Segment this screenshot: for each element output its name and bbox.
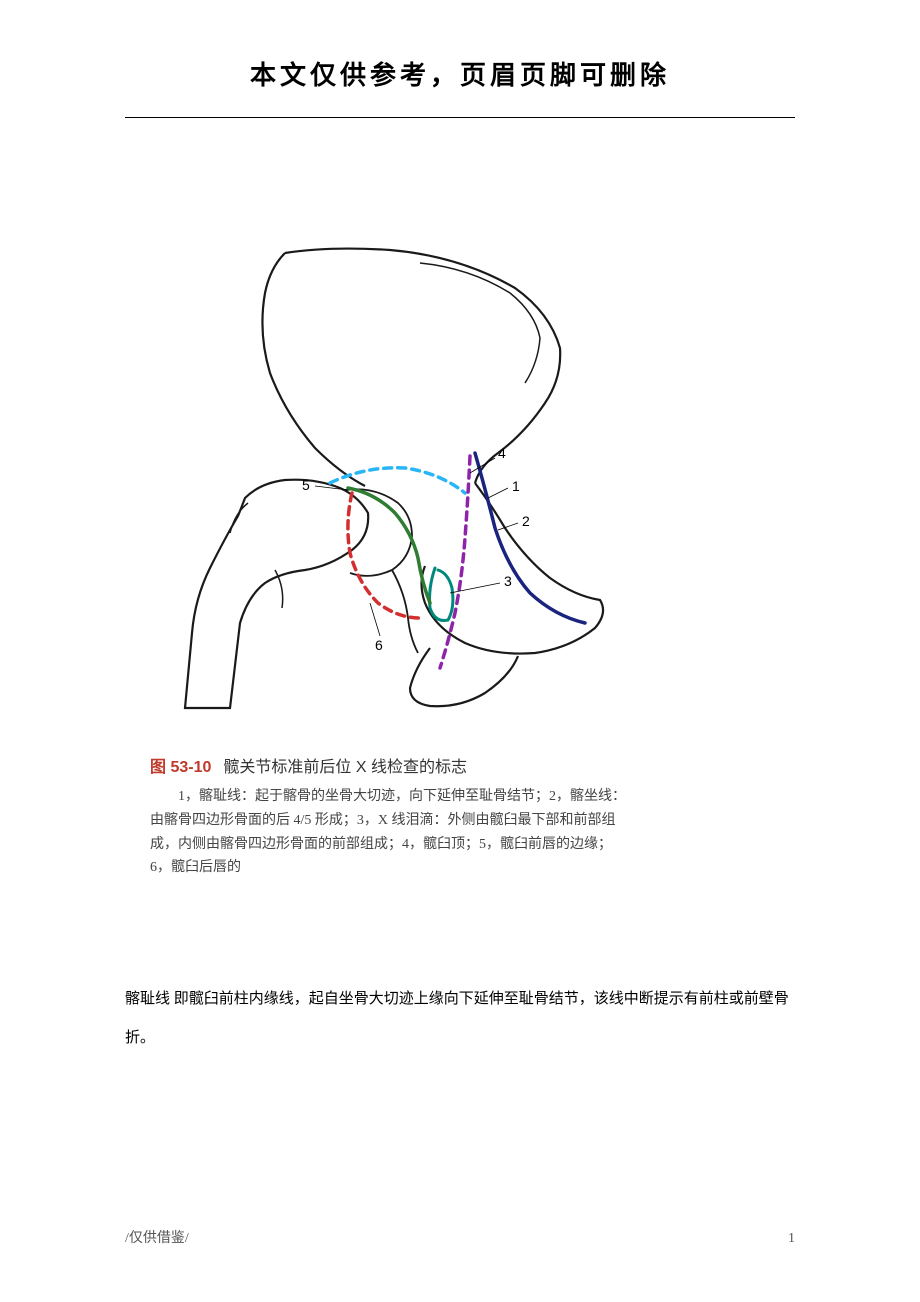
label-6: 6	[375, 637, 383, 653]
label-1: 1	[512, 478, 520, 494]
leader-1	[488, 488, 508, 498]
ilium-medial-outline	[262, 253, 365, 486]
leader-5	[315, 486, 348, 490]
leader-2	[498, 523, 518, 530]
header-text: 本文仅供参考，页眉页脚可删除	[250, 61, 670, 90]
figure-container: 5 4 1 2 3 6 图 53-10 髋关节标准前后位 X 线检查的标志 1，髂…	[130, 238, 630, 880]
page-header: 本文仅供参考，页眉页脚可删除	[0, 0, 920, 92]
figure-title-text: 髋关节标准前后位 X 线检查的标志	[223, 759, 467, 776]
label-4: 4	[498, 445, 506, 461]
femoral-head	[345, 489, 412, 576]
leader-4	[470, 458, 495, 473]
line-anterior-rim	[348, 488, 430, 603]
footer-left-text: /仅供借鉴/	[125, 1231, 189, 1246]
caption-body: 1，髂耻线：起于髂骨的坐骨大切迹，向下延伸至耻骨结节；2，髂坐线：由髂骨四边形骨…	[150, 785, 630, 880]
figure-number: 图 53-10	[150, 759, 211, 776]
label-5: 5	[302, 477, 310, 493]
page-number: 1	[788, 1231, 795, 1247]
leader-3	[450, 583, 500, 593]
ischium-lower	[410, 648, 518, 706]
label-2: 2	[522, 513, 530, 529]
ilium-outline	[285, 249, 560, 483]
line-iliopectineal	[475, 453, 585, 623]
figure-caption: 图 53-10 髋关节标准前后位 X 线检查的标志 1，髂耻线：起于髂骨的坐骨大切…	[150, 753, 630, 880]
hip-diagram: 5 4 1 2 3 6	[130, 238, 630, 723]
line-posterior-rim	[348, 493, 420, 618]
leader-6	[370, 603, 380, 636]
caption-title: 图 53-10 髋关节标准前后位 X 线检查的标志	[150, 753, 630, 777]
page-footer: /仅供借鉴/ 1	[125, 1227, 795, 1247]
body-paragraph: 髂耻线 即髋臼前柱内缘线，起自坐骨大切迹上缘向下延伸至耻骨结节，该线中断提示有前…	[125, 980, 795, 1058]
header-rule	[125, 117, 795, 118]
femur-outline	[185, 480, 368, 708]
ilium-inner-detail	[420, 263, 540, 383]
line-teardrop	[430, 568, 453, 621]
obturator-detail	[392, 570, 418, 653]
label-3: 3	[504, 573, 512, 589]
